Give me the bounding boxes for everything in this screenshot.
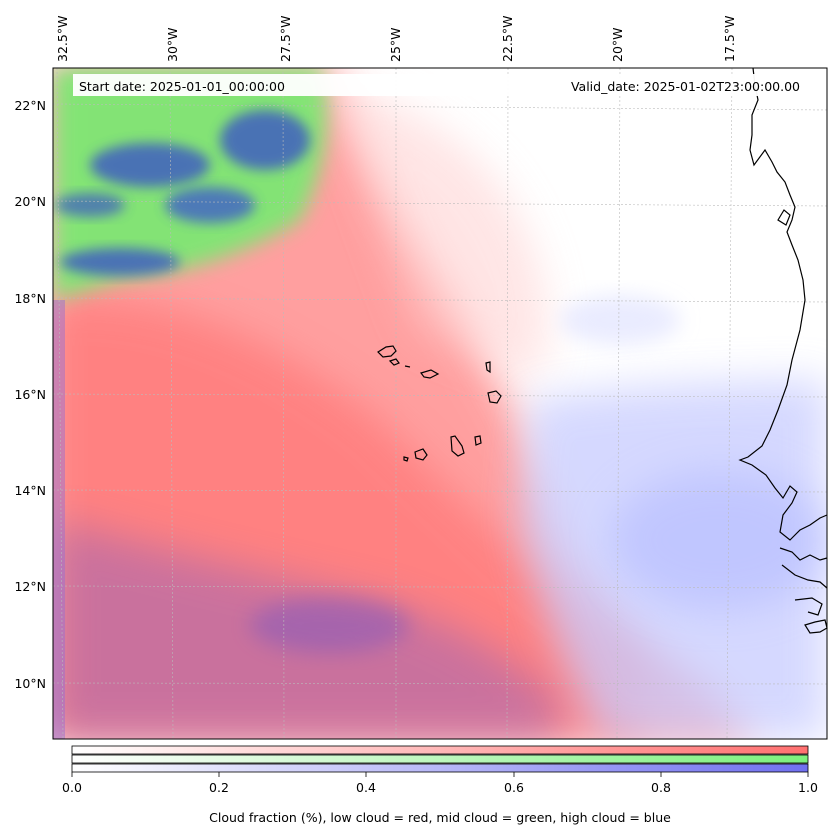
lon-label: 25°W bbox=[388, 27, 403, 62]
cape-verde-islands bbox=[377, 345, 502, 462]
lat-label: 20°N bbox=[14, 194, 46, 209]
graticule bbox=[53, 68, 827, 739]
colorbar-label: Cloud fraction (%), low cloud = red, mid… bbox=[209, 810, 671, 825]
colorbar-ticks bbox=[71, 772, 809, 777]
colorbar-high-cloud bbox=[71, 763, 809, 773]
colorbar-low-cloud bbox=[71, 745, 809, 755]
lon-label: 22.5°W bbox=[500, 16, 515, 62]
latitude-labels: 22°N 20°N 18°N 16°N 14°N 12°N 10°N bbox=[14, 98, 46, 691]
colorbar-mid-cloud bbox=[71, 754, 809, 764]
colorbar-tick-label: 0.6 bbox=[504, 780, 524, 795]
start-date-text: Start date: 2025-01-01_00:00:00 bbox=[79, 79, 285, 94]
map-border bbox=[52, 67, 828, 740]
lat-label: 18°N bbox=[14, 291, 46, 306]
lon-label: 20°W bbox=[610, 27, 625, 62]
colorbar-tick-label: 1.0 bbox=[798, 780, 818, 795]
cloud-field bbox=[53, 68, 827, 739]
lon-label: 17.5°W bbox=[722, 16, 737, 62]
colorbar-tick-label: 0.4 bbox=[356, 780, 376, 795]
longitude-labels: 32.5°W 30°W 27.5°W 25°W 22.5°W 20°W 17.5… bbox=[55, 16, 737, 62]
lat-label: 14°N bbox=[14, 483, 46, 498]
colorbar: 0.0 0.2 0.4 0.6 0.8 1.0 Cloud fraction (… bbox=[62, 745, 818, 825]
colorbar-tick-label: 0.8 bbox=[651, 780, 671, 795]
colorbar-tick-label: 0.0 bbox=[62, 780, 82, 795]
lon-label: 27.5°W bbox=[278, 16, 293, 62]
lon-label: 30°W bbox=[165, 27, 180, 62]
date-info-box: Start date: 2025-01-01_00:00:00 Valid_da… bbox=[73, 74, 809, 96]
lon-label: 32.5°W bbox=[55, 16, 70, 62]
valid-date-text: Valid_date: 2025-01-02T23:00:00.00 bbox=[571, 79, 800, 94]
colorbar-tick-label: 0.2 bbox=[209, 780, 229, 795]
map-panel: Start date: 2025-01-01_00:00:00 Valid_da… bbox=[52, 67, 828, 740]
lat-label: 16°N bbox=[14, 387, 46, 402]
lat-label: 12°N bbox=[14, 579, 46, 594]
lat-label: 10°N bbox=[14, 676, 46, 691]
lat-label: 22°N bbox=[14, 98, 46, 113]
